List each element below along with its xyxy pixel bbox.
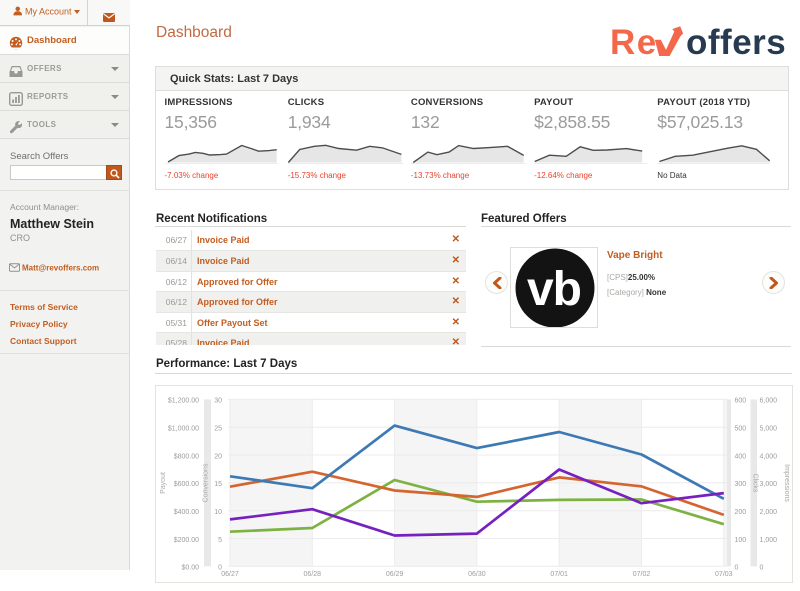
svg-text:25: 25 (214, 426, 222, 433)
svg-text:07/02: 07/02 (633, 571, 651, 578)
svg-text:10: 10 (214, 509, 222, 516)
svg-text:$800.00: $800.00 (174, 453, 199, 460)
svg-text:15: 15 (214, 481, 222, 488)
svg-text:30: 30 (214, 398, 222, 405)
svg-text:$0.00: $0.00 (181, 565, 199, 572)
svg-text:6,000: 6,000 (760, 398, 778, 405)
svg-text:06/30: 06/30 (468, 571, 486, 578)
svg-text:$1,200.00: $1,200.00 (168, 398, 199, 405)
svg-text:Impressions: Impressions (783, 464, 790, 502)
svg-text:07/01: 07/01 (550, 571, 568, 578)
svg-text:Conversions: Conversions (203, 463, 210, 502)
svg-text:1,000: 1,000 (760, 537, 778, 544)
svg-text:$400.00: $400.00 (174, 509, 199, 516)
svg-text:4,000: 4,000 (760, 453, 778, 460)
svg-text:400: 400 (735, 453, 747, 460)
svg-text:0: 0 (218, 565, 222, 572)
svg-text:300: 300 (735, 481, 747, 488)
svg-text:0: 0 (760, 565, 764, 572)
svg-text:500: 500 (735, 426, 747, 433)
svg-text:5: 5 (218, 537, 222, 544)
svg-text:100: 100 (735, 537, 747, 544)
svg-text:600: 600 (735, 398, 747, 405)
svg-text:Clicks: Clicks (752, 474, 759, 493)
svg-text:5,000: 5,000 (760, 426, 778, 433)
svg-text:07/03: 07/03 (715, 571, 733, 578)
svg-text:06/28: 06/28 (304, 571, 322, 578)
svg-text:200: 200 (735, 509, 747, 516)
svg-text:$600.00: $600.00 (174, 481, 199, 488)
svg-text:$200.00: $200.00 (174, 537, 199, 544)
svg-text:06/27: 06/27 (221, 571, 239, 578)
svg-text:2,000: 2,000 (760, 509, 778, 516)
svg-text:0: 0 (735, 565, 739, 572)
svg-text:20: 20 (214, 453, 222, 460)
svg-text:$1,000.00: $1,000.00 (168, 426, 199, 433)
svg-text:3,000: 3,000 (760, 481, 778, 488)
svg-text:vb: vb (527, 263, 581, 316)
svg-text:06/29: 06/29 (386, 571, 404, 578)
svg-text:Payout: Payout (160, 472, 167, 494)
